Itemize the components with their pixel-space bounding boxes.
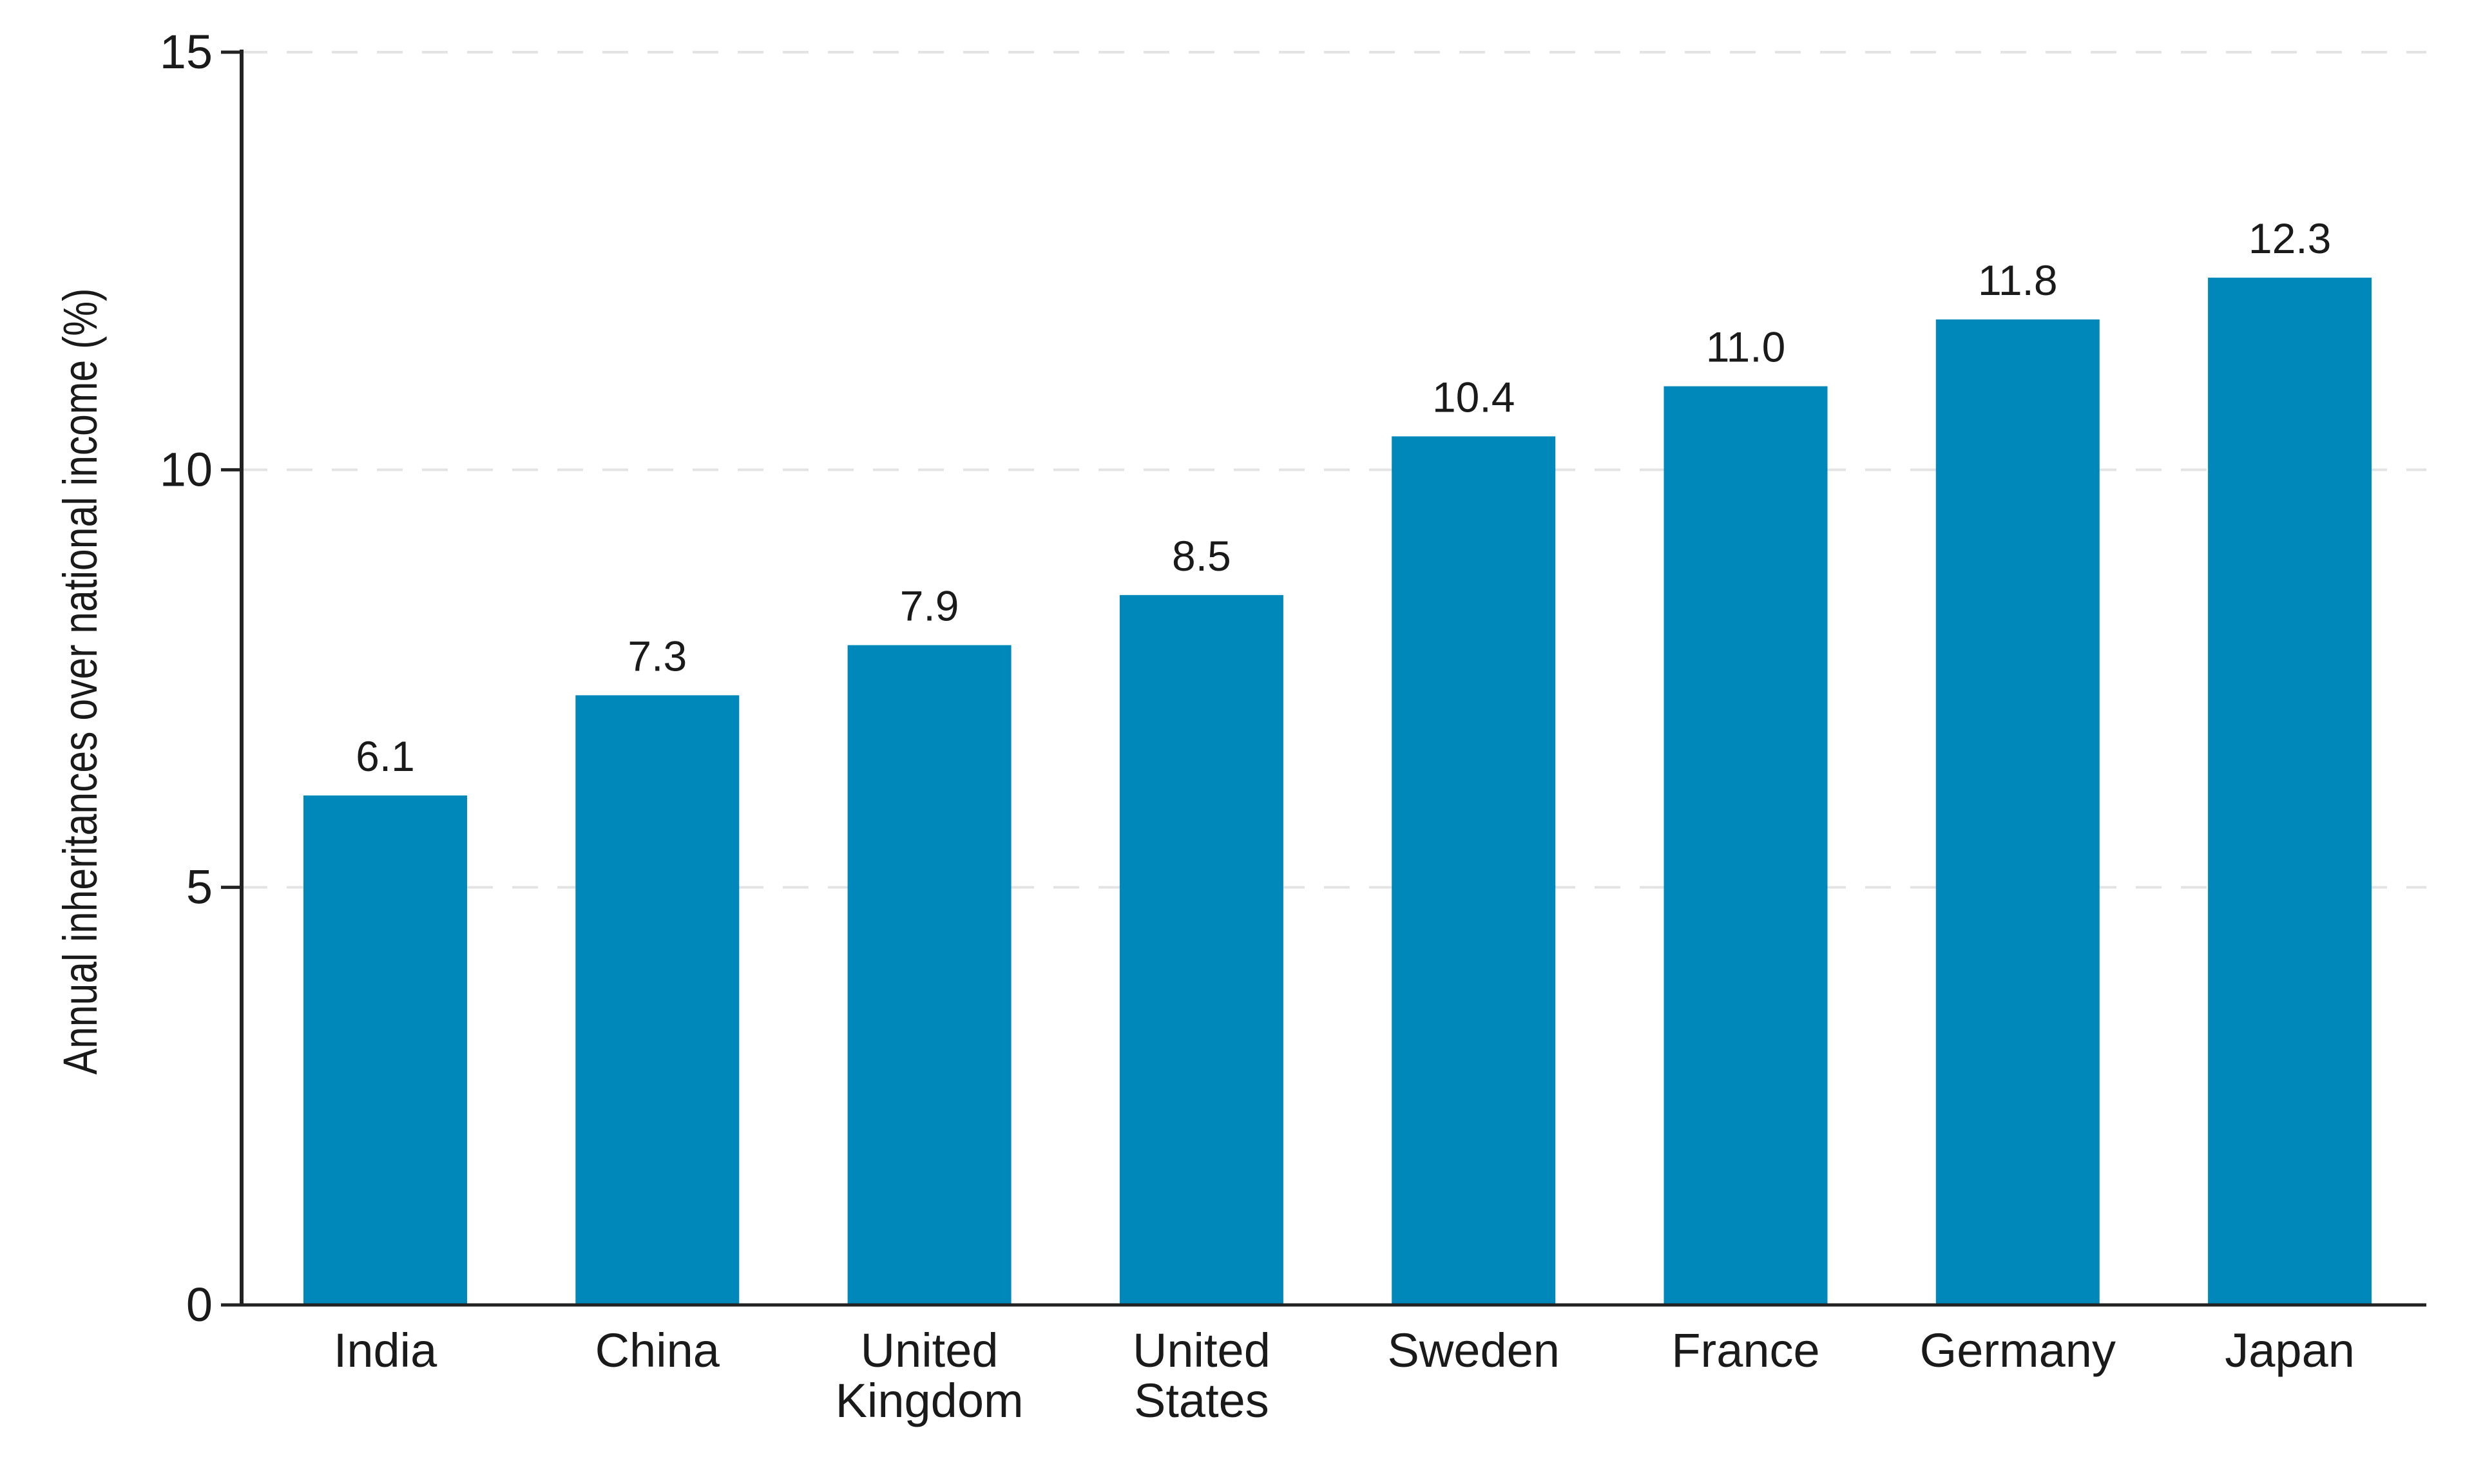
bar (2208, 278, 2372, 1306)
data-label: 12.3 (2249, 214, 2331, 262)
x-tick-label: Kingdom (836, 1374, 1024, 1427)
x-tick-label: Japan (2225, 1324, 2355, 1377)
bar (1935, 319, 2100, 1305)
bars (303, 278, 2372, 1306)
y-tick-label: 0 (186, 1278, 213, 1331)
bar (1392, 436, 1556, 1305)
x-tick-label: States (1134, 1374, 1269, 1427)
y-tick-label: 5 (186, 861, 213, 914)
x-tick-label: Sweden (1387, 1324, 1559, 1377)
data-label: 6.1 (356, 732, 415, 780)
data-label: 11.8 (1978, 256, 2058, 304)
bar (847, 645, 1012, 1306)
bar (1664, 386, 1828, 1305)
bar (575, 695, 740, 1305)
y-axis-title: Annual inheritances over national income… (54, 289, 107, 1075)
data-label: 8.5 (1172, 532, 1231, 580)
x-tick-label: United (1133, 1324, 1271, 1377)
x-tick-label: United (861, 1324, 999, 1377)
x-tick-label: Germany (1920, 1324, 2116, 1377)
y-tick-label: 15 (160, 25, 213, 79)
y-tick-label: 10 (160, 442, 213, 496)
bar (1119, 595, 1283, 1306)
data-label: 11.0 (1706, 323, 1786, 371)
bar (303, 795, 467, 1305)
data-label: 7.9 (900, 582, 959, 630)
data-label: 10.4 (1432, 373, 1515, 421)
x-tick-label: India (334, 1324, 437, 1377)
data-labels: 6.1 7.3 7.9 8.5 10.4 11.0 11.8 12.3 (356, 214, 2331, 780)
data-label: 7.3 (628, 632, 687, 680)
x-tick-label: China (595, 1324, 720, 1377)
x-tick-label: France (1671, 1324, 1819, 1377)
